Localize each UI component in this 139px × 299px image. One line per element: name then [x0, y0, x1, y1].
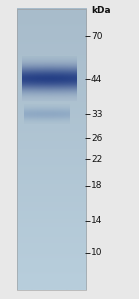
Text: 10: 10: [91, 248, 103, 257]
Text: 22: 22: [91, 155, 102, 164]
Text: 33: 33: [91, 110, 103, 119]
Bar: [17, 9, 86, 290]
Text: 26: 26: [91, 134, 102, 143]
Text: 44: 44: [91, 75, 102, 84]
Text: 14: 14: [91, 216, 102, 225]
Text: 18: 18: [91, 181, 103, 190]
Text: kDa: kDa: [91, 6, 111, 15]
Text: 70: 70: [91, 32, 103, 41]
